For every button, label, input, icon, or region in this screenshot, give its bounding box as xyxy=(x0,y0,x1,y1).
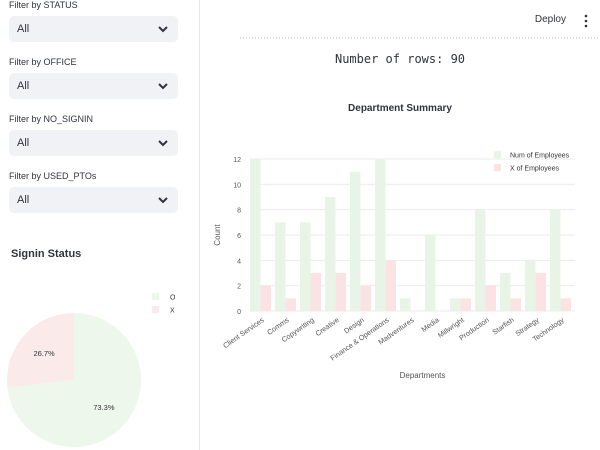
y-tick-label: 12 xyxy=(233,157,241,164)
table-scroll-edge xyxy=(240,37,598,39)
bar xyxy=(510,298,521,311)
legend-swatch xyxy=(494,151,501,158)
filter-used-ptos-select[interactable]: All xyxy=(9,187,178,213)
pie-slice-label: 73.3% xyxy=(93,403,115,412)
y-tick-label: 10 xyxy=(233,182,241,189)
y-tick-label: 6 xyxy=(237,233,241,240)
filter-status-label: Filter by STATUS xyxy=(9,0,78,10)
bar xyxy=(375,159,386,311)
deploy-button[interactable]: Deploy xyxy=(534,14,566,25)
legend-label: O xyxy=(170,295,176,302)
bar xyxy=(560,298,571,311)
filter-used-ptos-label: Filter by USED_PTOs xyxy=(9,171,97,181)
x-tick-label: Creative xyxy=(314,315,341,338)
filter-no-signin-label: Filter by NO_SIGNIN xyxy=(9,114,94,124)
y-axis-label: Count xyxy=(213,224,222,246)
bar xyxy=(335,273,346,311)
y-tick-label: 8 xyxy=(237,208,241,215)
bar xyxy=(310,273,321,311)
filter-office-select[interactable]: All xyxy=(9,73,178,99)
bar xyxy=(325,197,336,311)
pie-slice xyxy=(7,313,75,388)
filter-office-label: Filter by OFFICE xyxy=(9,57,77,67)
bar xyxy=(360,285,371,311)
chevron-down-icon xyxy=(158,83,168,90)
bar xyxy=(425,235,436,311)
pie-slice-label: 26.7% xyxy=(33,349,55,358)
y-tick-label: 4 xyxy=(237,258,241,265)
bar xyxy=(285,298,296,311)
signin-pie-chart: 73.3% 26.7% OX xyxy=(7,293,176,447)
row-count-text: Number of rows: 90 xyxy=(334,52,466,66)
filter-used-ptos-value: All xyxy=(17,194,30,206)
signin-status-title: Signin Status xyxy=(11,248,82,260)
legend-swatch xyxy=(152,306,159,313)
bar xyxy=(525,260,536,311)
bar xyxy=(385,260,396,311)
bar xyxy=(250,159,261,311)
bar xyxy=(350,171,361,311)
bar xyxy=(550,209,561,311)
filter-no-signin-value: All xyxy=(17,137,30,149)
legend-label: X of Employees xyxy=(510,166,560,173)
bar xyxy=(450,298,461,311)
chevron-down-icon xyxy=(158,26,168,33)
chevron-down-icon xyxy=(158,197,168,204)
filter-status-select[interactable]: All xyxy=(9,16,178,42)
filter-no-signin-select[interactable]: All xyxy=(9,130,178,156)
legend-label: X xyxy=(170,308,175,315)
bar xyxy=(535,273,546,311)
x-axis-label: Departments xyxy=(400,371,446,380)
x-tick-label: Client Services xyxy=(221,315,266,350)
bar xyxy=(275,222,286,311)
main-content: Deploy Number of rows: 90 Department Sum… xyxy=(200,0,600,450)
legend-swatch xyxy=(494,164,501,171)
bar xyxy=(485,285,496,311)
chart-title: Department Summary xyxy=(348,103,452,114)
bar xyxy=(260,285,271,311)
y-tick-label: 0 xyxy=(237,309,241,316)
x-tick-label: Starfish xyxy=(491,315,516,336)
sidebar: Filter by STATUS All Filter by OFFICE Al… xyxy=(0,0,200,450)
bar xyxy=(400,298,411,311)
pie-slice xyxy=(7,313,142,447)
legend-label: Num of Employees xyxy=(510,153,570,160)
bar xyxy=(300,222,311,311)
y-tick-label: 2 xyxy=(237,284,241,291)
bar xyxy=(475,209,486,311)
filter-office-value: All xyxy=(17,80,30,92)
bar xyxy=(500,273,511,311)
bar xyxy=(460,298,471,311)
kebab-menu-icon[interactable] xyxy=(583,14,589,28)
filter-status-value: All xyxy=(17,23,30,35)
legend-swatch xyxy=(152,293,159,300)
chevron-down-icon xyxy=(158,140,168,147)
